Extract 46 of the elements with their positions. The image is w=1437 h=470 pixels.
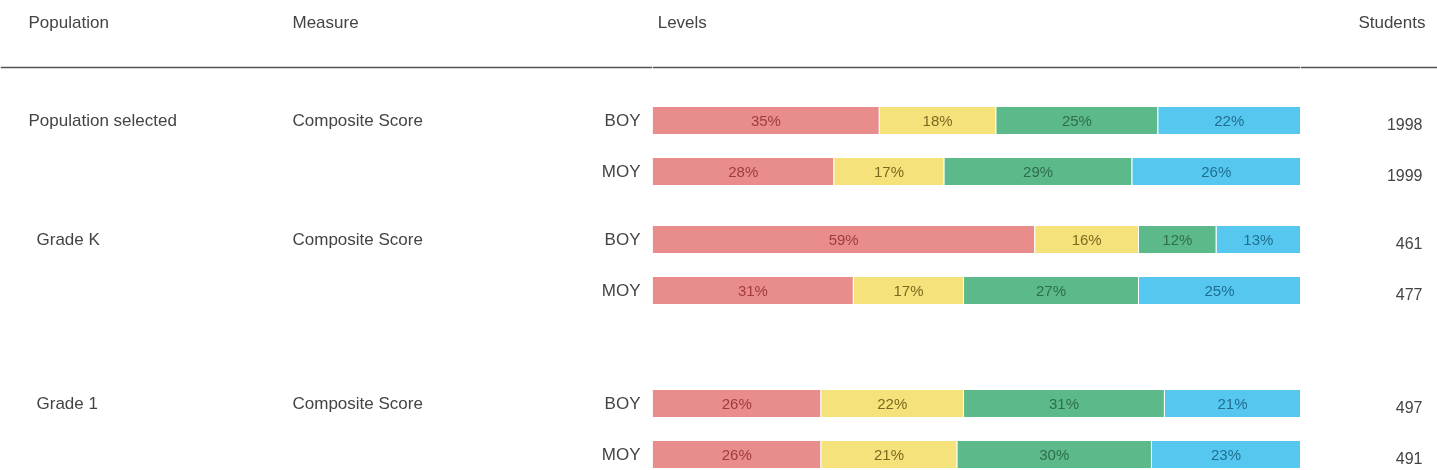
data-label: 26%	[1201, 163, 1232, 180]
text: Levels	[657, 13, 707, 32]
text: Population	[28, 13, 109, 32]
data-label: 17%	[893, 282, 924, 299]
text: 1999	[1386, 166, 1423, 184]
data-label: 21%	[874, 446, 905, 463]
data-label: 13%	[1243, 231, 1274, 248]
text: Measure	[292, 13, 359, 32]
data-label: 31%	[737, 282, 768, 299]
data-label: 30%	[1039, 446, 1070, 463]
y-tick-label: MOY	[601, 281, 641, 300]
data-label: 25%	[1204, 282, 1235, 299]
y-tick-label: MOY	[601, 445, 641, 464]
text: Population selected	[28, 111, 177, 130]
data-label: 59%	[828, 231, 859, 248]
data-label: 16%	[1071, 231, 1102, 248]
text: 461	[1395, 234, 1423, 252]
text: 491	[1395, 449, 1423, 467]
text: Composite Score	[292, 111, 423, 130]
y-tick-label: BOY	[604, 230, 641, 249]
data-label: 17%	[874, 163, 905, 180]
data-label: 25%	[1061, 112, 1092, 129]
data-label: 35%	[750, 112, 781, 129]
data-label: 27%	[1036, 282, 1067, 299]
text: 1998	[1386, 115, 1423, 133]
data-label: 22%	[877, 395, 908, 412]
text: Grade K	[36, 230, 101, 249]
data-label: 23%	[1210, 446, 1241, 463]
data-label: 31%	[1048, 395, 1079, 412]
y-tick-label: MOY	[601, 162, 641, 181]
data-label: 26%	[721, 395, 752, 412]
text: Grade 1	[36, 394, 98, 413]
y-tick-label: BOY	[604, 111, 641, 130]
data-label: 28%	[728, 163, 759, 180]
text: Composite Score	[292, 230, 423, 249]
data-label: 21%	[1217, 395, 1248, 412]
data-label: 18%	[922, 112, 953, 129]
y-tick-label: BOY	[604, 394, 641, 413]
data-label: 22%	[1214, 112, 1245, 129]
data-label: 26%	[721, 446, 752, 463]
text: Composite Score	[292, 394, 423, 413]
data-label: 29%	[1023, 163, 1054, 180]
data-label: 12%	[1162, 231, 1193, 248]
text: Students	[1358, 13, 1426, 32]
text: 477	[1395, 285, 1423, 303]
text: 497	[1395, 398, 1423, 416]
